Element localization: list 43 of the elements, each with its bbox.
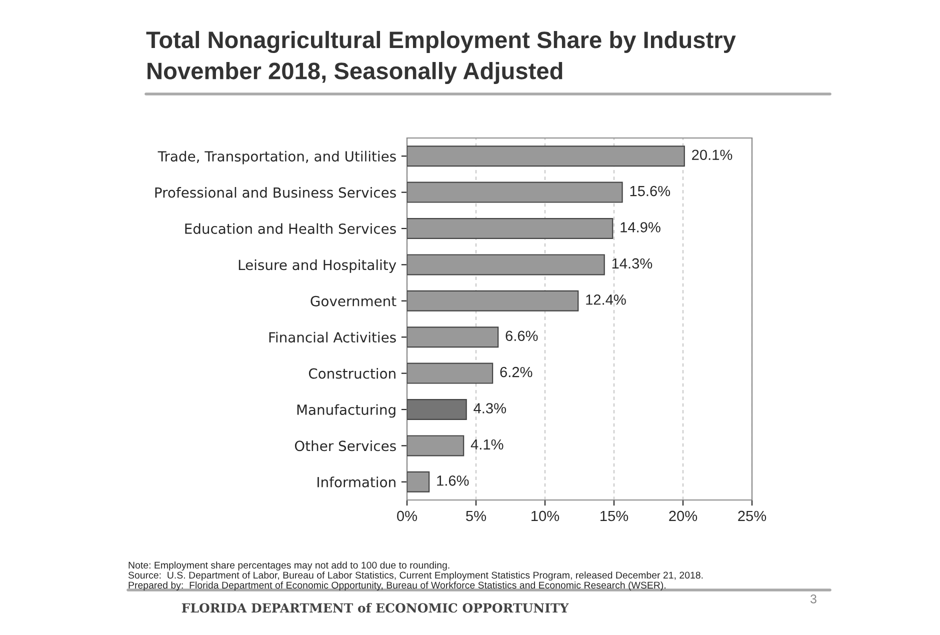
text: FLORIDA DEPARTMENT of ECONOMIC OPPORTUNITY xyxy=(182,602,569,613)
data-label: 14.9% xyxy=(620,222,660,232)
bar xyxy=(407,254,605,276)
source-note: Source: U.S. Department of Labor, Bureau of Labor Statistics, Current Employment Statistics Program, released December 21, 2018. xyxy=(128,571,703,581)
y-tick-label: Financial Activities xyxy=(269,332,396,343)
data-label: 15.6% xyxy=(630,186,670,196)
bar xyxy=(407,182,623,203)
x-tick-label: 0% xyxy=(397,510,418,522)
text: 3 xyxy=(810,594,816,604)
y-tick-label: Other Services xyxy=(294,440,396,452)
data-label: 20.1% xyxy=(692,150,732,160)
y-tick-label: Manufacturing xyxy=(297,404,396,418)
y-tick-label: Leisure and Hospitality xyxy=(238,259,396,273)
data-label: 6.6% xyxy=(506,330,538,342)
data-label: 4.3% xyxy=(474,403,506,414)
chart-subtitle: November 2018, Seasonally Adjusted xyxy=(148,62,562,84)
x-tick-label: 10% xyxy=(532,510,560,522)
data-label: 4.1% xyxy=(470,439,504,450)
bar xyxy=(407,362,494,384)
text: Note: Employment share percentages may not add to 100 due to rounding. xyxy=(128,561,450,571)
y-tick-label: Information xyxy=(318,476,396,488)
data-label: 6.2% xyxy=(500,366,532,378)
y-tick-label: Professional and Business Services xyxy=(155,187,396,198)
y-tick-label: Government xyxy=(310,296,396,306)
bar xyxy=(407,146,685,167)
bar xyxy=(407,326,499,348)
bar xyxy=(407,435,464,456)
text: Prepared by: Florida Department of Economic Opportunity, Bureau of Workforce Statistics and Economic Research (WSER). xyxy=(128,581,666,591)
x-tick-label: 15% xyxy=(600,510,628,522)
y-tick-label: Trade, Transportation, and Utilities xyxy=(158,150,396,164)
chart-title: Total Nonagricultural Employment Share by Industry xyxy=(146,30,736,54)
bar xyxy=(407,398,467,420)
data-label: 12.4% xyxy=(586,294,626,305)
data-label: 14.3% xyxy=(612,258,652,269)
x-tick-label: 25% xyxy=(738,510,766,522)
x-tick-label: 5% xyxy=(466,510,486,522)
bar xyxy=(407,218,614,240)
bar xyxy=(407,290,579,312)
bar xyxy=(407,471,430,492)
data-label: 1.6% xyxy=(437,475,469,486)
x-tick-label: 20% xyxy=(669,510,698,522)
y-tick-label: Education and Health Services xyxy=(185,223,396,234)
y-tick-label: Construction xyxy=(308,368,396,379)
